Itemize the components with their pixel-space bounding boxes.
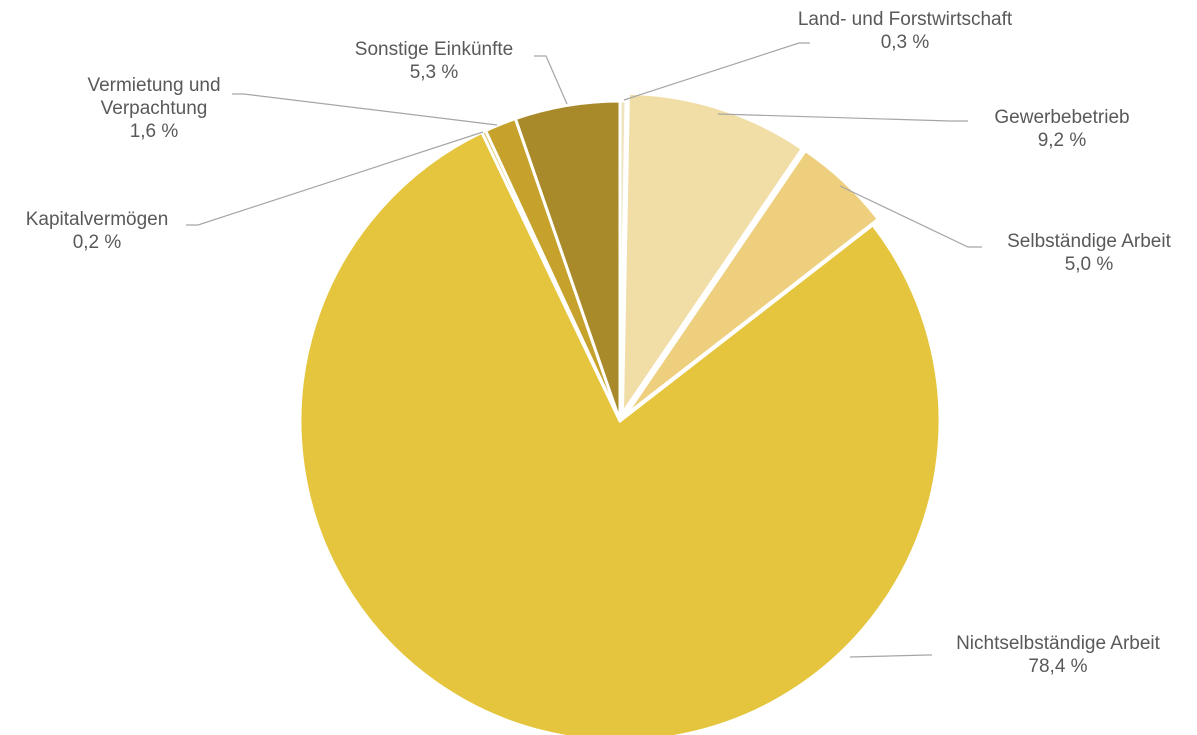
slice-value-label-2: 5,0 % [1065,254,1114,275]
leader-line-4 [186,131,484,226]
slice-category-label-6: Sonstige Einkünfte [355,39,513,60]
pie-slice-6 [513,99,622,423]
leader-line-5 [232,93,498,126]
slice-category-label-2: Selbständige Arbeit [1007,231,1171,252]
slice-category-label-3: Nichtselbständige Arbeit [956,633,1161,654]
slice-category-label-1: Gewerbebetrieb [994,107,1129,128]
pie-slice-2 [623,149,880,417]
slice-category-label-5: Vermietung und [87,75,220,96]
slice-value-label-3: 78,4 % [1028,656,1087,677]
pie-slice-3 [298,130,942,735]
leader-line-2 [839,185,982,248]
slice-category-label-5: Verpachtung [101,98,208,119]
slice-value-label-5: 1,6 % [130,121,179,142]
slice-value-label-6: 5,3 % [410,62,459,83]
leader-line-3 [849,654,932,658]
pie-slice-1 [620,91,804,415]
slice-value-label-0: 0,3 % [881,32,930,53]
leader-lines-layer [186,42,982,658]
slice-category-label-0: Land- und Forstwirtschaft [798,9,1013,30]
slices-layer [298,91,942,735]
slice-value-label-1: 9,2 % [1038,130,1087,151]
leader-line-6 [534,55,568,105]
slice-value-label-4: 0,2 % [73,232,122,253]
slice-category-label-4: Kapitalvermögen [26,209,169,230]
leader-line-0 [623,42,810,101]
leader-line-1 [717,113,968,122]
